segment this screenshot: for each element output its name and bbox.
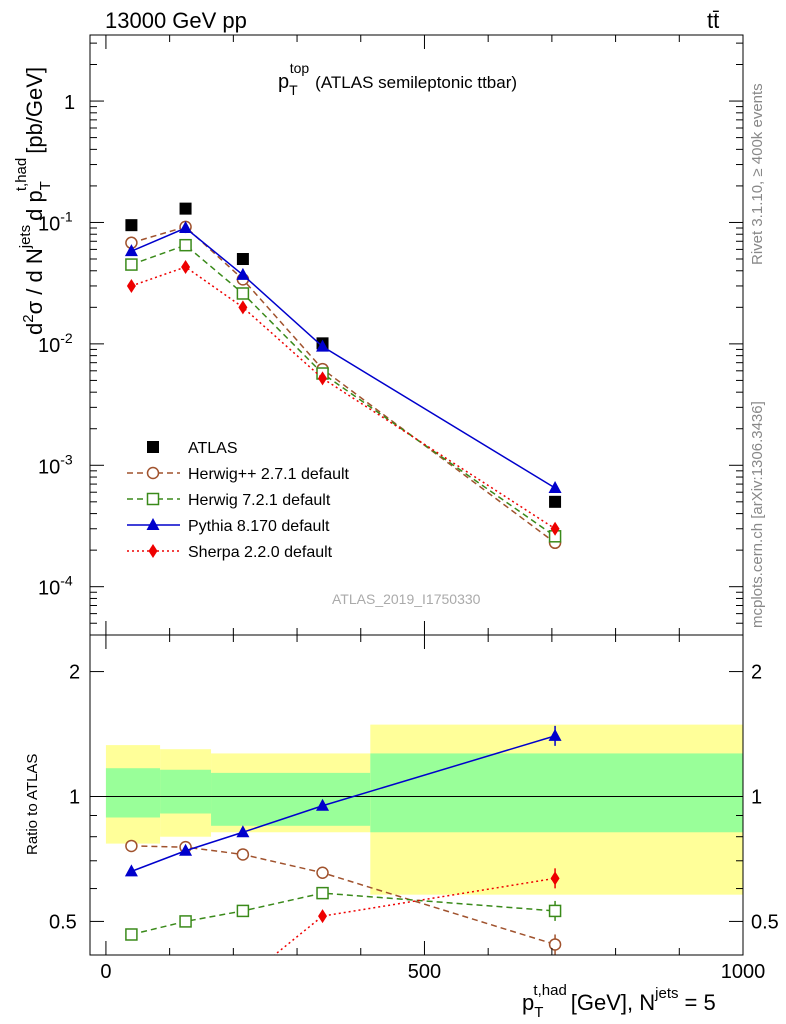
- y-tick-label: 10-1: [38, 208, 73, 235]
- ratio-y-label: Ratio to ATLAS: [24, 754, 41, 855]
- data-point: [181, 259, 191, 274]
- ratio-y-tick-label-right: 0.5: [751, 911, 779, 933]
- ratio-point: [548, 938, 562, 951]
- x-axis-label: pTt,had [GeV], Njets = 5: [522, 982, 716, 1021]
- data-point: [126, 278, 136, 293]
- legend-label: Pythia 8.170 default: [188, 518, 330, 535]
- ratio-y-tick-label-right: 1: [751, 786, 762, 808]
- series-pythia-8-170-default: [124, 221, 562, 493]
- ratio-line: [131, 892, 556, 936]
- y-tick-label: 10-2: [38, 330, 73, 357]
- legend-marker: [148, 544, 158, 558]
- series-sherpa-2-2-0-default: [126, 259, 560, 536]
- main-series: [124, 202, 562, 550]
- ratio-y-tick-label: 0.5: [49, 911, 77, 933]
- legend-entry-pythia-8-170-default: Pythia 8.170 default: [127, 518, 330, 535]
- y-tick-label: 10-3: [38, 451, 73, 478]
- energy-label: 13000 GeV pp: [105, 8, 247, 33]
- ratio-point: [550, 871, 560, 886]
- ratio-point: [236, 825, 250, 838]
- ratio-point: [179, 915, 192, 928]
- process-label: tt̄: [707, 8, 719, 33]
- data-point: [236, 267, 250, 280]
- ratio-point: [125, 928, 138, 941]
- data-point: [179, 221, 193, 234]
- legend-label: Sherpa 2.2.0 default: [188, 544, 333, 561]
- uncertainty-band-inner: [160, 769, 212, 814]
- ratio-point: [318, 909, 328, 924]
- mcplots-label: mcplots.cern.ch [arXiv:1306.3436]: [749, 401, 766, 628]
- ratio-series: [124, 725, 562, 988]
- ratio-series-pythia-8-170-default: [124, 725, 562, 877]
- plot-title-sub: T: [289, 82, 298, 98]
- legend-entry-sherpa-2-2-0-default: Sherpa 2.2.0 default: [127, 544, 333, 561]
- ratio-point: [316, 886, 329, 900]
- data-point: [548, 480, 562, 493]
- data-point: [179, 238, 192, 252]
- plot-title: pTtop(ATLAS semileptonic ttbar): [278, 60, 517, 98]
- ratio-uncertainty-bands: [105, 724, 743, 895]
- ratio-panel: 2 2 1 1 0.5 0.5 0 500 1000 Ratio to ATLAS pTt,ha…: [24, 634, 779, 1021]
- series-line: [131, 266, 556, 530]
- data-point: [125, 219, 138, 232]
- ratio-point: [236, 848, 250, 861]
- ratio-point: [316, 798, 330, 811]
- uncertainty-band-inner: [370, 753, 743, 833]
- data-point: [236, 287, 250, 300]
- ratio-point: [238, 974, 247, 988]
- data-point: [549, 495, 562, 508]
- y-tick-label: 10-4: [38, 573, 73, 600]
- ratio-y-tick-label: 1: [69, 786, 80, 808]
- data-point: [316, 339, 330, 352]
- data-point: [179, 202, 192, 215]
- ratio-y-tick-label: 2: [69, 662, 80, 684]
- x-tick-label: 1000: [721, 961, 766, 983]
- rivet-label: Rivet 3.1.10, ≥ 400k events: [749, 83, 766, 265]
- plot-title-rest: (ATLAS semileptonic ttbar): [315, 73, 517, 92]
- y-axis-label: d2σ / d Njetsd pTt,had[pb/GeV]: [13, 67, 54, 335]
- legend-entry-herwig-2-7-1-default: Herwig++ 2.7.1 default: [127, 466, 350, 483]
- data-point: [550, 521, 560, 536]
- data-point: [236, 253, 249, 266]
- ratio-line: [273, 877, 556, 955]
- ratio-point: [179, 843, 193, 856]
- legend: ATLAS Herwig++ 2.7.1 default Herwig 7.2.1 …: [127, 440, 350, 561]
- legend-marker: [146, 466, 160, 480]
- watermark: ATLAS_2019_I1750330: [332, 591, 481, 607]
- legend-label: ATLAS: [188, 440, 238, 457]
- y-tick-label: 1: [64, 92, 75, 114]
- legend-entry-atlas: ATLAS: [147, 440, 238, 457]
- main-panel: 110-110-210-310-4 pTtop(ATLAS semilepton…: [13, 34, 744, 636]
- legend-marker: [146, 492, 160, 506]
- x-tick-label: 0: [100, 961, 111, 983]
- uncertainty-band-inner: [105, 768, 161, 818]
- ratio-y-tick-label-right: 2: [751, 662, 762, 684]
- ratio-point: [548, 904, 562, 918]
- data-point: [238, 300, 248, 315]
- ratio-series-sherpa-2-2-0-default: [238, 868, 560, 988]
- ratio-point: [316, 866, 329, 880]
- legend-marker: [146, 518, 160, 530]
- data-point: [318, 371, 328, 386]
- ratio-point: [125, 839, 138, 853]
- plot-title-sup: top: [290, 60, 310, 76]
- legend-entry-herwig-7-2-1-default: Herwig 7.2.1 default: [127, 492, 331, 509]
- main-axis-ticks: 1 10-1 10-2 10-3 10-4: [38, 35, 744, 636]
- ratio-point: [548, 728, 562, 741]
- ratio-series-herwig-7-2-1-default: [125, 886, 562, 941]
- data-point: [125, 258, 138, 271]
- legend-label: Herwig++ 2.7.1 default: [188, 466, 350, 483]
- ratio-axis-ticks: 2 2 1 1 0.5 0.5 0 500 1000: [49, 635, 779, 983]
- ratio-plot-frame: [89, 634, 744, 956]
- ratio-point: [124, 864, 138, 877]
- legend-marker: [147, 441, 159, 453]
- data-point: [124, 244, 138, 257]
- ratio-point: [236, 904, 250, 918]
- x-tick-label: 500: [408, 961, 441, 983]
- legend-label: Herwig 7.2.1 default: [188, 492, 331, 509]
